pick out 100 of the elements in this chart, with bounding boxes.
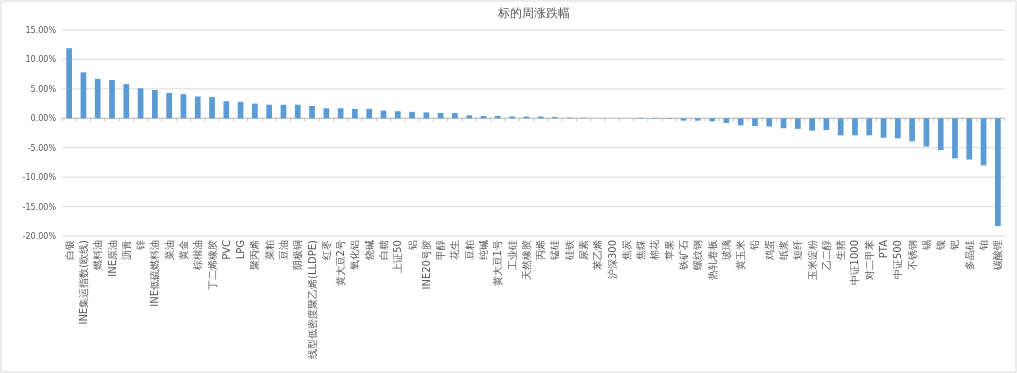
bar (909, 118, 915, 142)
bar (409, 111, 415, 119)
x-tick-label: 生猪 (835, 240, 847, 260)
x-tick-label: 碳酸锂 (992, 240, 1004, 271)
bar (923, 118, 930, 147)
x-tick-label: 天然橡胶 (520, 240, 532, 280)
x-tick-label: 钯 (949, 240, 961, 251)
bar (209, 97, 215, 119)
y-tick-label: 15.00% (25, 26, 57, 35)
x-tick-label: LPG (235, 240, 247, 260)
x-tick-label: INE低硫燃料油 (149, 240, 161, 307)
x-tick-label: 花生 (449, 240, 461, 260)
x-tick-label: INE原油 (106, 240, 118, 277)
x-tick-label: 棉花 (649, 240, 661, 260)
x-tick-label: 短纤 (792, 240, 804, 260)
x-tick-label: 丁二烯橡胶 (206, 240, 218, 290)
x-tick-label: 丙烯 (535, 240, 547, 260)
bar (766, 118, 773, 127)
y-tick-label: 0.00% (30, 114, 57, 124)
x-tick-label: 中证500 (892, 240, 904, 280)
x-tick-label: 玉米淀粉 (806, 240, 818, 280)
bar (109, 80, 115, 119)
x-tick-label: 镍 (935, 240, 947, 251)
x-tick-label: 铝 (406, 240, 418, 251)
x-tick-label: 豆油 (277, 240, 289, 260)
bar (494, 115, 501, 119)
bar (966, 118, 973, 160)
bar (394, 111, 401, 119)
x-tick-label: 热轧卷板 (706, 240, 718, 280)
x-tick-label: 棕榈油 (192, 240, 204, 270)
x-tick-label: 乙二醇 (820, 240, 832, 270)
x-tick-label: INE集运指数(欧线) (77, 239, 89, 325)
y-tick-label: 10.00% (25, 55, 57, 65)
x-tick-label: 尿素 (578, 240, 590, 260)
bar (937, 118, 944, 151)
x-tick-label: 纯碱 (477, 240, 489, 260)
x-tick-label: 菜粕 (263, 240, 275, 260)
y-tick-label: -20.00% (22, 232, 57, 241)
x-tick-label: 黄玉米 (735, 240, 747, 270)
bar (423, 112, 430, 119)
bar (452, 112, 458, 119)
bar (680, 118, 687, 121)
bar (66, 48, 72, 119)
x-tick-label: 燃料油 (92, 240, 104, 270)
x-tick-label: 铅 (749, 240, 761, 251)
x-tick-label: 对二甲苯 (863, 240, 875, 280)
x-tick-label: 玻璃 (720, 240, 732, 260)
x-tick-label: 黄金 (177, 240, 189, 260)
bar (166, 92, 173, 119)
x-tick-label: 豆粕 (463, 240, 475, 260)
x-tick-label: 纸浆 (778, 240, 790, 260)
x-tick-label: 不锈钢 (906, 240, 918, 270)
x-tick-label: 红枣 (320, 240, 332, 260)
y-tick-label: 5.00% (30, 84, 57, 94)
bar (723, 118, 730, 123)
x-tick-label: 焦煤 (635, 240, 647, 260)
chart-title: 标的周涨跌幅 (496, 6, 570, 20)
x-tick-label: 菜油 (163, 240, 175, 260)
x-tick-label: 甲醇 (435, 240, 447, 260)
bar (794, 118, 801, 129)
bar (709, 118, 715, 122)
x-tick-label: 中证1000 (849, 240, 861, 286)
x-tick-label: 铂 (978, 240, 990, 251)
x-tick-label: 黄大豆2号 (335, 240, 347, 287)
bar (294, 104, 301, 119)
x-tick-label: 白糖 (377, 240, 389, 260)
bar (694, 118, 701, 121)
bar (466, 115, 473, 119)
bar (194, 96, 201, 119)
x-tick-label: 沥青 (120, 240, 132, 260)
x-tick-label: PTA (878, 239, 890, 259)
y-tick-label: -10.00% (22, 173, 57, 183)
x-tick-label: 焦炭 (620, 240, 632, 260)
bar (252, 103, 258, 119)
x-tick-label: 多晶硅 (963, 240, 975, 270)
x-tick-label: INE20号胶 (420, 240, 432, 290)
x-tick-label: PVC (220, 239, 232, 260)
x-tick-label: 锡 (920, 240, 932, 251)
bar (852, 118, 858, 136)
bar (880, 118, 887, 138)
bar (809, 118, 815, 131)
bar (737, 118, 744, 126)
bar (866, 118, 873, 136)
bar (266, 104, 273, 119)
x-tick-label: 氧化铝 (349, 240, 361, 270)
x-tick-label: 烧碱 (363, 240, 375, 260)
bar (323, 108, 330, 119)
x-tick-label: 硅铁 (563, 240, 575, 261)
x-tick-label: 铁矿石 (678, 240, 690, 271)
y-tick-label: -15.00% (22, 202, 57, 212)
x-tick-label: 阴极铜 (292, 240, 304, 270)
bar (823, 118, 830, 131)
x-tick-label: 锌 (135, 240, 147, 251)
bar (152, 90, 158, 119)
bar (366, 108, 373, 119)
x-tick-label: 线型低密度聚乙烯(LLDPE) (306, 239, 318, 359)
bar (309, 105, 315, 119)
x-tick-label: 苹果 (663, 240, 675, 260)
bar (352, 108, 358, 119)
x-tick-label: 鸡蛋 (763, 240, 775, 261)
